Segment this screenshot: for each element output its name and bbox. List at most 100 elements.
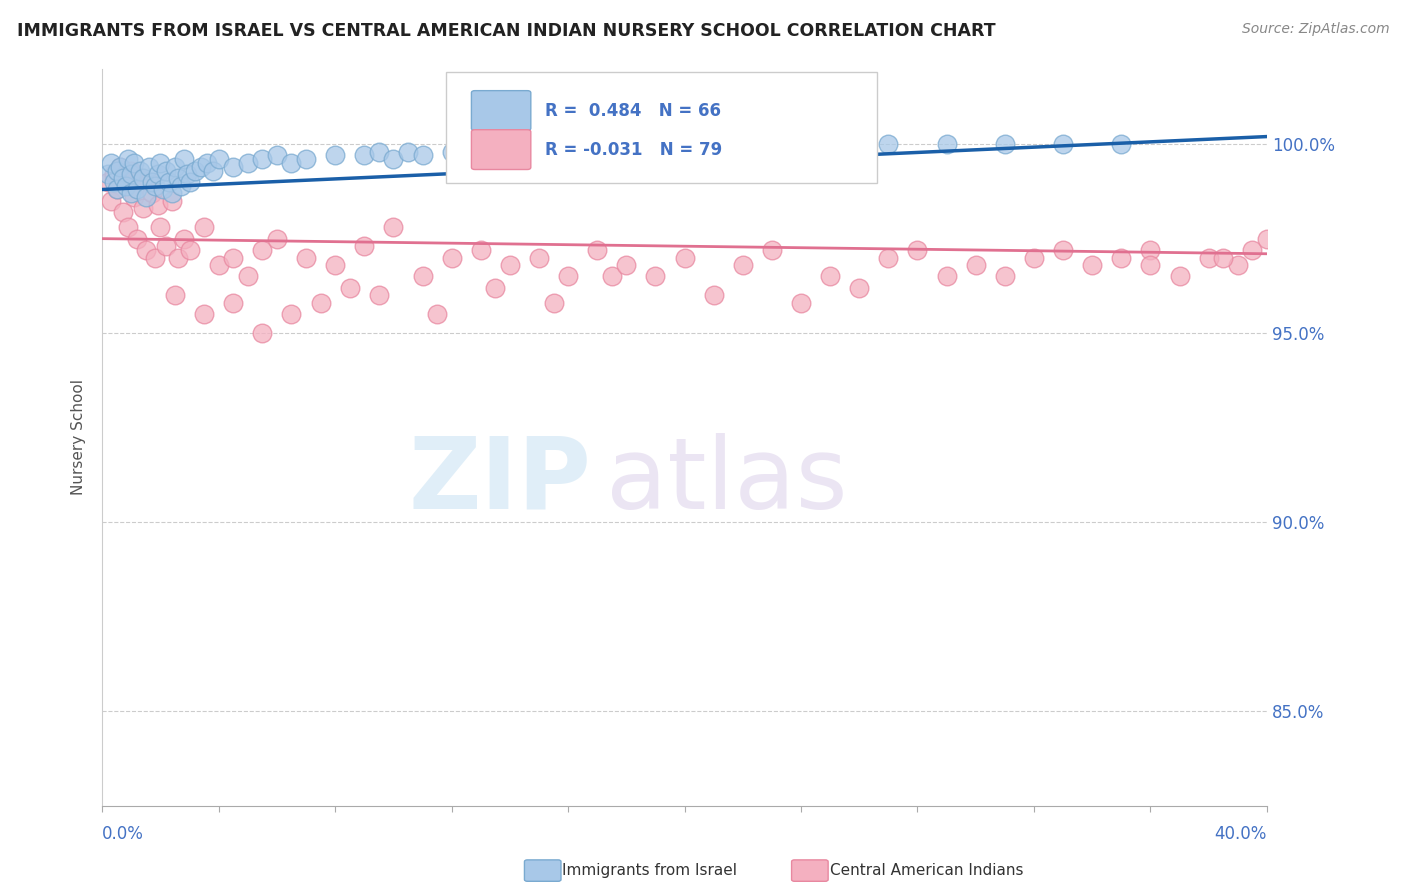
Point [440, 251, 463, 265]
Point [97, 167, 120, 181]
Text: Central American Indians: Central American Indians [830, 863, 1024, 878]
Point [105, 163, 128, 178]
Point [761, 137, 783, 152]
Point [1241, 243, 1264, 257]
Point [195, 156, 218, 170]
Point [184, 163, 207, 178]
Point [1256, 232, 1278, 246]
Point [111, 205, 134, 219]
Point [160, 186, 183, 201]
Point [120, 167, 142, 181]
Point [129, 171, 152, 186]
Point [309, 296, 332, 310]
Point [382, 220, 405, 235]
Point [127, 182, 149, 196]
Point [367, 288, 389, 302]
Point [323, 148, 346, 162]
Point [201, 163, 224, 178]
Y-axis label: Nursery School: Nursery School [72, 379, 86, 495]
Point [167, 171, 190, 186]
Point [152, 182, 174, 196]
Point [731, 137, 754, 152]
Point [179, 243, 201, 257]
Point [411, 148, 433, 162]
Point [222, 251, 245, 265]
Point [499, 145, 522, 159]
Point [367, 145, 389, 159]
Point [111, 171, 134, 186]
Point [527, 141, 550, 155]
Point [236, 156, 259, 170]
Point [1111, 251, 1133, 265]
Point [907, 243, 929, 257]
Point [586, 243, 609, 257]
Point [426, 307, 449, 321]
Point [877, 251, 900, 265]
Point [105, 182, 128, 196]
Point [295, 251, 318, 265]
FancyBboxPatch shape [471, 129, 531, 169]
Point [108, 160, 131, 174]
Point [266, 232, 288, 246]
Point [176, 167, 198, 181]
Point [143, 178, 166, 193]
Text: 0.0%: 0.0% [103, 824, 143, 843]
Point [1111, 137, 1133, 152]
Point [499, 258, 522, 272]
Point [193, 307, 215, 321]
Point [1212, 251, 1234, 265]
Point [484, 281, 506, 295]
Point [163, 288, 186, 302]
Point [600, 269, 623, 284]
Point [129, 163, 152, 178]
Point [935, 137, 957, 152]
Point [339, 281, 361, 295]
Point [470, 243, 492, 257]
Point [179, 175, 201, 189]
Point [149, 220, 172, 235]
Point [120, 186, 142, 201]
Point [323, 258, 346, 272]
Text: IMMIGRANTS FROM ISRAEL VS CENTRAL AMERICAN INDIAN NURSERY SCHOOL CORRELATION CHA: IMMIGRANTS FROM ISRAEL VS CENTRAL AMERIC… [17, 22, 995, 40]
Point [280, 307, 302, 321]
Point [994, 269, 1017, 284]
Point [97, 175, 120, 189]
Point [877, 137, 900, 152]
Point [396, 145, 419, 159]
Point [557, 141, 579, 155]
Point [703, 137, 725, 152]
Point [132, 202, 155, 216]
Point [138, 175, 160, 189]
Point [252, 153, 274, 167]
Point [108, 160, 131, 174]
Point [160, 194, 183, 208]
Point [114, 178, 136, 193]
Point [1081, 258, 1104, 272]
Text: ZIP: ZIP [409, 433, 592, 530]
Point [280, 156, 302, 170]
Point [644, 137, 666, 152]
Point [120, 163, 142, 178]
Point [935, 269, 957, 284]
Point [173, 153, 195, 167]
Point [252, 326, 274, 340]
Point [1226, 258, 1249, 272]
Point [1168, 269, 1191, 284]
Point [163, 160, 186, 174]
Point [122, 156, 145, 170]
Point [790, 296, 813, 310]
Text: R = -0.031   N = 79: R = -0.031 N = 79 [544, 141, 723, 159]
Point [117, 220, 139, 235]
Point [103, 175, 125, 189]
Point [644, 269, 666, 284]
Point [818, 269, 841, 284]
Point [103, 167, 125, 181]
Point [155, 239, 177, 253]
Point [614, 258, 637, 272]
Point [135, 190, 157, 204]
FancyBboxPatch shape [471, 91, 531, 130]
Point [382, 153, 405, 167]
Point [1052, 137, 1074, 152]
Point [818, 137, 841, 152]
Point [149, 156, 172, 170]
